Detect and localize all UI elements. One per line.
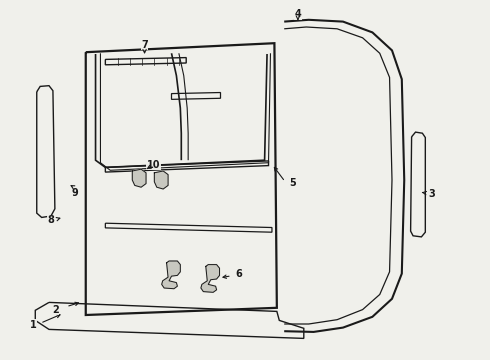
Text: 7: 7 bbox=[141, 40, 148, 50]
Text: 9: 9 bbox=[71, 188, 78, 198]
Text: 1: 1 bbox=[30, 320, 37, 330]
Text: 4: 4 bbox=[294, 9, 301, 19]
Polygon shape bbox=[154, 171, 168, 189]
Text: 10: 10 bbox=[147, 159, 160, 170]
Text: 3: 3 bbox=[429, 189, 436, 199]
Polygon shape bbox=[201, 265, 220, 292]
Text: 8: 8 bbox=[47, 215, 54, 225]
Polygon shape bbox=[162, 261, 180, 289]
Text: 5: 5 bbox=[290, 178, 296, 188]
Text: 2: 2 bbox=[52, 305, 59, 315]
Text: 6: 6 bbox=[235, 269, 242, 279]
Polygon shape bbox=[132, 169, 146, 187]
